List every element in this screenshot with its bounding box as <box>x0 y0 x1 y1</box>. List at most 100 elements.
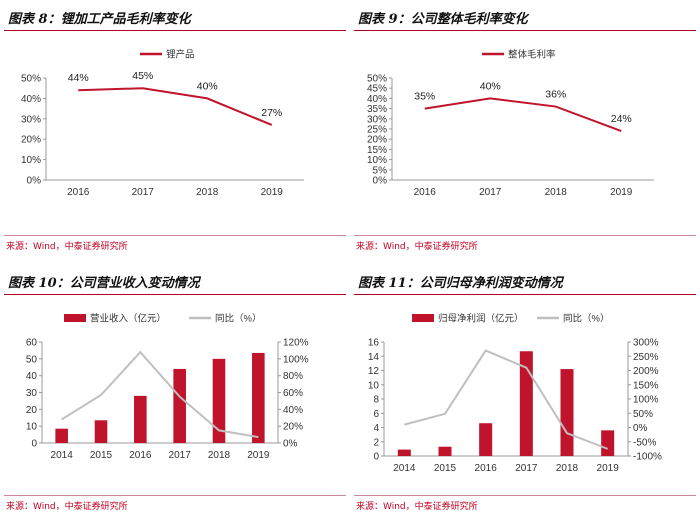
source-bar: 来源：Wind，中泰证券研究所 <box>4 235 346 252</box>
bar <box>55 428 68 443</box>
y-tick-label: 14 <box>368 352 380 363</box>
y-tick-label: 20% <box>21 135 41 146</box>
source-note: 来源：Wind，中泰证券研究所 <box>356 242 478 252</box>
bar <box>173 368 186 443</box>
y2-tick-label: 0% <box>633 423 648 434</box>
y-tick-label: 30 <box>26 388 38 399</box>
legend-label: 归母净利润（亿元） <box>438 313 524 325</box>
y-tick-label: 45% <box>367 84 387 95</box>
panel-title-bar: 图表 8：锂加工产品毛利率变化 <box>4 4 346 31</box>
bar <box>560 369 574 456</box>
y2-tick-label: 300% <box>633 338 659 349</box>
y-tick-label: 10 <box>368 380 380 391</box>
panel-title: 图表 11：公司归母净利润变动情况 <box>358 276 563 291</box>
yoy-line <box>61 350 259 439</box>
x-tick-label: 2017 <box>132 187 155 198</box>
y-tick-label: 15% <box>367 145 387 156</box>
y2-tick-label: 200% <box>633 366 659 377</box>
chart-panel-8: 图表 8：锂加工产品毛利率变化 0% 10% 20% 30% 40% 50% 2016 201… <box>4 4 346 254</box>
y2-tick-label: 20% <box>283 422 303 433</box>
y2-tick-label: 150% <box>633 380 659 391</box>
x-tick-label: 2019 <box>247 450 270 461</box>
x-tick-label: 2016 <box>67 187 90 198</box>
y2-tick-label: 60% <box>283 388 303 399</box>
bar <box>397 449 411 456</box>
y-tick-label: 10 <box>26 422 38 433</box>
data-label: 40% <box>480 80 501 92</box>
y-tick-label: 10% <box>367 155 387 166</box>
x-tick-label: 2016 <box>414 187 437 198</box>
y-tick-label: 50% <box>21 74 41 85</box>
x-tick-label: 2018 <box>208 450 231 461</box>
bar <box>519 351 533 456</box>
y-tick-label: 30% <box>21 114 41 125</box>
data-label: 36% <box>545 89 566 101</box>
panel-title-bar: 图表 10：公司营业收入变动情况 <box>4 268 346 295</box>
bar <box>479 423 493 456</box>
source-bar: 来源：Wind，中泰证券研究所 <box>354 495 696 512</box>
legend-label: 同比（%） <box>563 313 609 325</box>
x-tick-label: 2014 <box>393 463 416 474</box>
x-tick-label: 2019 <box>597 463 620 474</box>
y2-tick-label: 100% <box>283 354 309 365</box>
yoy-line <box>404 349 609 450</box>
y-tick-label: 4 <box>373 423 379 434</box>
y2-tick-label: 100% <box>633 395 659 406</box>
x-tick-label: 2015 <box>434 463 457 474</box>
data-label: 27% <box>261 107 282 119</box>
source-bar: 来源：Wind，中泰证券研究所 <box>354 235 696 252</box>
y-tick-label: 0% <box>27 176 42 187</box>
y-tick-label: 0 <box>31 439 37 450</box>
x-tick-label: 2017 <box>515 463 538 474</box>
y-tick-label: 6 <box>373 409 379 420</box>
x-tick-label: 2017 <box>479 187 502 198</box>
data-label: 45% <box>132 70 153 82</box>
y-tick-label: 50% <box>367 74 387 85</box>
bar <box>601 430 615 456</box>
chart-panel-11: 图表 11：公司归母净利润变动情况 0 2 4 6 8 10 12 14 16 2014 2015 2… <box>354 268 696 514</box>
chart-panel-10: 图表 10：公司营业收入变动情况 0 10 20 30 40 50 60 2014 2015 20… <box>4 268 346 514</box>
y-tick-label: 0% <box>373 176 388 187</box>
legend-bar-swatch <box>64 314 86 322</box>
chart-revenue: 0 10 20 30 40 50 60 2014 2015 2016 2017 2018 2019 0% 2… <box>26 313 309 462</box>
y2-tick-label: 0% <box>283 439 298 450</box>
y-tick-label: 35% <box>367 104 387 115</box>
legend-label: 同比（%） <box>215 313 261 325</box>
source-note: 来源：Wind，中泰证券研究所 <box>356 502 478 512</box>
x-tick-label: 2016 <box>475 463 498 474</box>
x-tick-label: 2018 <box>545 187 568 198</box>
y2-tick-label: -50% <box>633 437 656 448</box>
y-tick-label: 25% <box>367 125 387 136</box>
y-tick-label: 0 <box>373 452 379 463</box>
y-tick-label: 16 <box>368 338 380 349</box>
source-note: 来源：Wind，中泰证券研究所 <box>6 502 128 512</box>
y2-tick-label: 250% <box>633 352 659 363</box>
chart-net-profit: 0 2 4 6 8 10 12 14 16 2014 2015 2016 2017 2018 2019 -10… <box>368 313 662 475</box>
chart-overall-margin: 0%5%10%15%20%25%30%35%40%45%50%2016 2017 2… <box>367 49 654 198</box>
x-tick-label: 2017 <box>169 450 192 461</box>
bar <box>438 446 452 456</box>
y-tick-label: 30% <box>367 114 387 125</box>
x-tick-label: 2019 <box>261 187 284 198</box>
data-label: 35% <box>414 91 435 103</box>
legend-bar-swatch <box>412 314 434 322</box>
data-label: 40% <box>197 80 218 92</box>
chart-panel-9: 图表 9：公司整体毛利率变化 0% 5% 10% 15% 20% 25% 30% 35% 40%… <box>354 4 696 254</box>
y-tick-label: 2 <box>373 437 379 448</box>
x-tick-label: 2016 <box>129 450 152 461</box>
bar <box>134 395 147 443</box>
series-line <box>424 97 622 132</box>
panel-title: 图表 8：锂加工产品毛利率变化 <box>8 12 191 27</box>
x-tick-label: 2014 <box>51 450 74 461</box>
bar <box>212 358 226 443</box>
y-tick-label: 40% <box>367 94 387 105</box>
panel-title-bar: 图表 11：公司归母净利润变动情况 <box>354 268 696 295</box>
y2-tick-label: -100% <box>633 452 662 463</box>
data-label: 24% <box>611 113 632 125</box>
panel-title: 图表 10：公司营业收入变动情况 <box>8 276 200 291</box>
data-label: 44% <box>68 72 89 84</box>
x-tick-label: 2018 <box>196 187 219 198</box>
y2-tick-label: 40% <box>283 405 303 416</box>
legend-label: 整体毛利率 <box>508 49 556 61</box>
y-tick-label: 60 <box>26 338 38 349</box>
